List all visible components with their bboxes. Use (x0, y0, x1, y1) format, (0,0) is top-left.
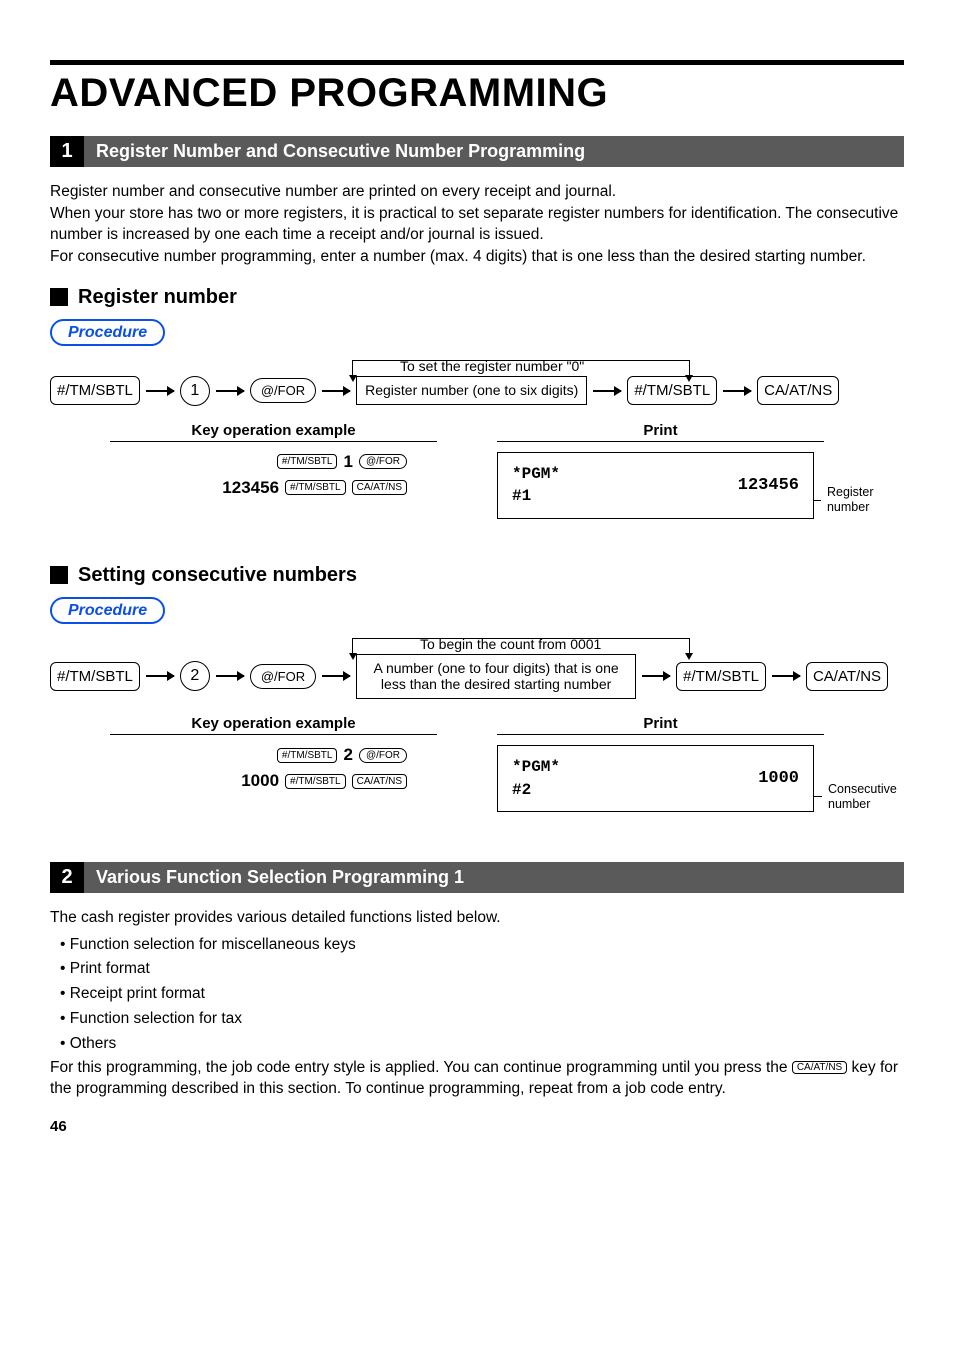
arrow-icon (642, 675, 670, 677)
print-box: *PGM* #2 1000 Consecutive number (497, 745, 814, 812)
small-key: #/TM/SBTL (277, 748, 338, 763)
section1-bar: 1 Register Number and Consecutive Number… (50, 136, 904, 167)
print-callout: Register number (813, 485, 880, 515)
bullet-item: • Receipt print format (50, 982, 904, 1007)
print-line: #2 (512, 779, 560, 801)
black-square-icon (50, 288, 68, 306)
loop-line (352, 360, 690, 378)
arrow-icon (146, 675, 174, 677)
flow-key: #/TM/SBTL (676, 662, 766, 691)
keyop-block: #/TM/SBTL 1 @/FOR 123456 #/TM/SBTL CA/AT… (110, 452, 437, 498)
section2-intro: The cash register provides various detai… (50, 907, 904, 929)
print-value: 1000 (758, 769, 799, 788)
print-callout: Consecutive number (813, 782, 902, 812)
black-square-icon (50, 566, 68, 584)
print-value: 123456 (738, 476, 799, 495)
flow-key: #/TM/SBTL (50, 376, 140, 405)
arrow-icon (216, 675, 244, 677)
keyop-digit: 2 (343, 745, 352, 765)
flow-key: @/FOR (250, 664, 316, 689)
flow-key: #/TM/SBTL (50, 662, 140, 691)
arrow-icon (772, 675, 800, 677)
ex-key-heading: Key operation example (110, 715, 437, 735)
print-line: #1 (512, 485, 560, 507)
sub2-example: Key operation example #/TM/SBTL 2 @/FOR … (50, 715, 904, 812)
small-key: CA/AT/NS (352, 774, 407, 789)
procedure-pill: Procedure (50, 319, 165, 346)
keyop-num: 1000 (241, 771, 279, 791)
small-key: #/TM/SBTL (285, 480, 346, 495)
top-rule (50, 60, 904, 65)
loop-line (352, 638, 690, 656)
page-number: 46 (50, 1118, 904, 1135)
small-key: @/FOR (359, 454, 407, 469)
inline-key: CA/AT/NS (792, 1061, 847, 1074)
sub1-flow: To set the register number "0" #/TM/SBTL… (50, 358, 904, 406)
print-box: *PGM* #1 123456 Register number (497, 452, 814, 519)
arrow-icon (723, 390, 751, 392)
procedure-pill: Procedure (50, 597, 165, 624)
ex-print-heading: Print (497, 715, 824, 735)
keyop-block: #/TM/SBTL 2 @/FOR 1000 #/TM/SBTL CA/AT/N… (110, 745, 437, 791)
section2-title: Various Function Selection Programming 1 (84, 862, 904, 893)
section1-num: 1 (50, 136, 84, 167)
flow-digit: 1 (180, 376, 210, 406)
section1-intro: Register number and consecutive number a… (50, 181, 904, 268)
arrow-icon (216, 390, 244, 392)
print-callout-label: Register number (821, 485, 880, 515)
small-key: @/FOR (359, 748, 407, 763)
section2-outro: For this programming, the job code entry… (50, 1057, 904, 1100)
flow-digit: 2 (180, 661, 210, 691)
bullet-item: • Others (50, 1032, 904, 1057)
arrow-icon (322, 390, 350, 392)
sub2-heading: Setting consecutive numbers (78, 564, 357, 587)
arrow-icon (593, 390, 621, 392)
sub2-flow: To begin the count from 0001 #/TM/SBTL 2… (50, 636, 904, 700)
section2-num: 2 (50, 862, 84, 893)
bullet-item: • Function selection for miscellaneous k… (50, 933, 904, 958)
keyop-num: 123456 (222, 478, 279, 498)
section2-bullets: • Function selection for miscellaneous k… (50, 933, 904, 1057)
sub1-heading: Register number (78, 286, 237, 309)
ex-print-heading: Print (497, 422, 824, 442)
print-header: *PGM* (512, 463, 560, 485)
flow-key: CA/AT/NS (806, 662, 888, 691)
bullet-item: • Print format (50, 957, 904, 982)
section2-bar: 2 Various Function Selection Programming… (50, 862, 904, 893)
flow-key: @/FOR (250, 378, 316, 403)
print-callout-label: Consecutive number (822, 782, 902, 812)
small-key: CA/AT/NS (352, 480, 407, 495)
print-header: *PGM* (512, 756, 560, 778)
flow-box: Register number (one to six digits) (356, 376, 587, 405)
flow-key: CA/AT/NS (757, 376, 839, 405)
arrow-icon (146, 390, 174, 392)
sub2-heading-row: Setting consecutive numbers (50, 564, 904, 587)
section1-title: Register Number and Consecutive Number P… (84, 136, 904, 167)
ex-key-heading: Key operation example (110, 422, 437, 442)
small-key: #/TM/SBTL (277, 454, 338, 469)
page-title: ADVANCED PROGRAMMING (50, 71, 904, 116)
arrow-icon (322, 675, 350, 677)
flow-key: #/TM/SBTL (627, 376, 717, 405)
flow-box: A number (one to four digits) that is on… (356, 654, 636, 700)
small-key: #/TM/SBTL (285, 774, 346, 789)
sub1-heading-row: Register number (50, 286, 904, 309)
bullet-item: • Function selection for tax (50, 1007, 904, 1032)
sub1-example: Key operation example #/TM/SBTL 1 @/FOR … (50, 422, 904, 519)
keyop-digit: 1 (343, 452, 352, 472)
